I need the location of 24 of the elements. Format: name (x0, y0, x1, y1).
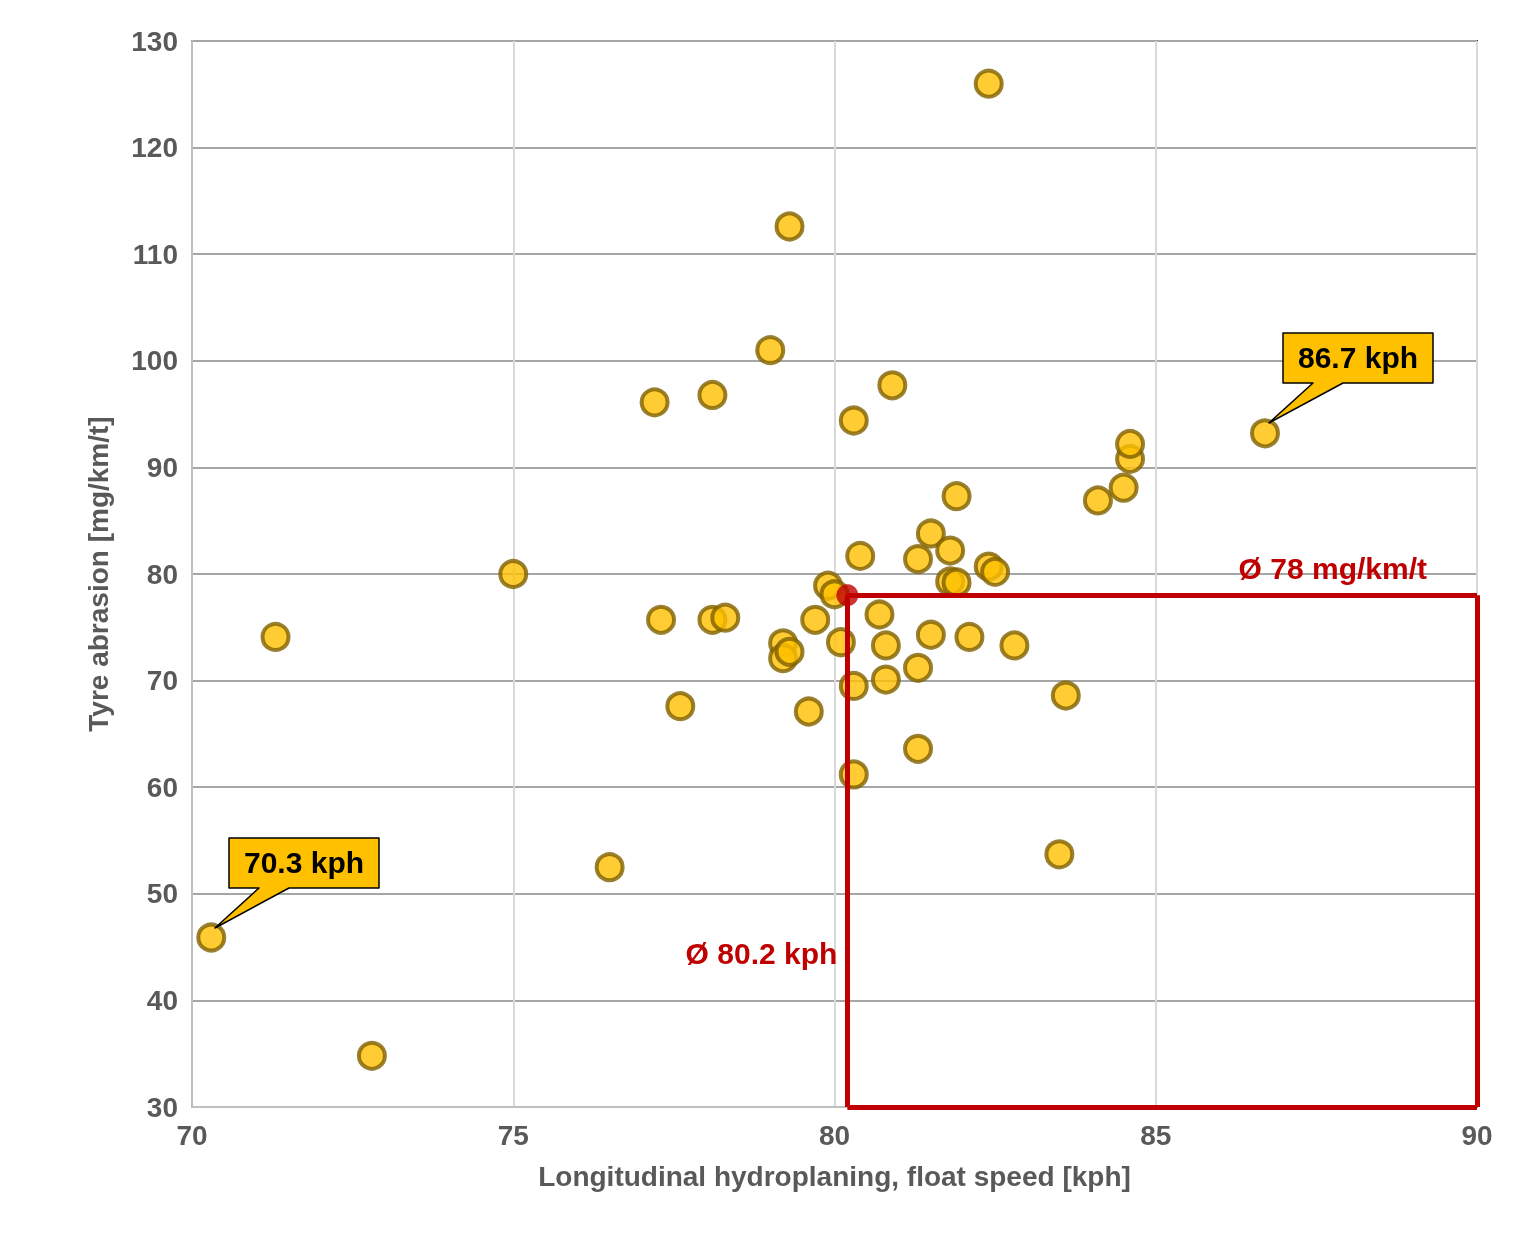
x-tick-label: 90 (1461, 1119, 1493, 1151)
y-tick-label: 120 (131, 132, 178, 164)
y-tick-label: 90 (146, 451, 178, 483)
callout-shape: 86.7 kph (1268, 333, 1435, 426)
y-tick-label: 60 (146, 771, 178, 803)
y-tick-label: 80 (146, 558, 178, 590)
callout-shape: 70.3 kph (215, 837, 382, 930)
y-tick-label: 130 (131, 25, 178, 57)
x-axis-title: Longitudinal hydroplaning, float speed [kph] (538, 1160, 1131, 1192)
annotation: 70.3 kph (244, 845, 365, 879)
y-tick-label: 40 (146, 984, 178, 1016)
y-axis-title: Tyre abrasion [mg/km/t] (82, 416, 114, 732)
y-tick-label: 70 (146, 665, 178, 697)
x-tick-label: 75 (497, 1119, 529, 1151)
y-tick-label: 30 (146, 1091, 178, 1123)
x-tick-label: 70 (176, 1119, 208, 1151)
y-tick-label: 50 (146, 878, 178, 910)
x-tick-label: 85 (1140, 1119, 1172, 1151)
annotation: 86.7 kph (1297, 341, 1418, 375)
y-tick-label: 100 (131, 345, 178, 377)
ref-line-label: Ø 80.2 kph (685, 937, 838, 970)
x-tick-label: 80 (818, 1119, 851, 1151)
y-tick-label: 110 (132, 238, 178, 270)
ref-line-label: Ø 78 mg/km/t (1238, 551, 1427, 585)
